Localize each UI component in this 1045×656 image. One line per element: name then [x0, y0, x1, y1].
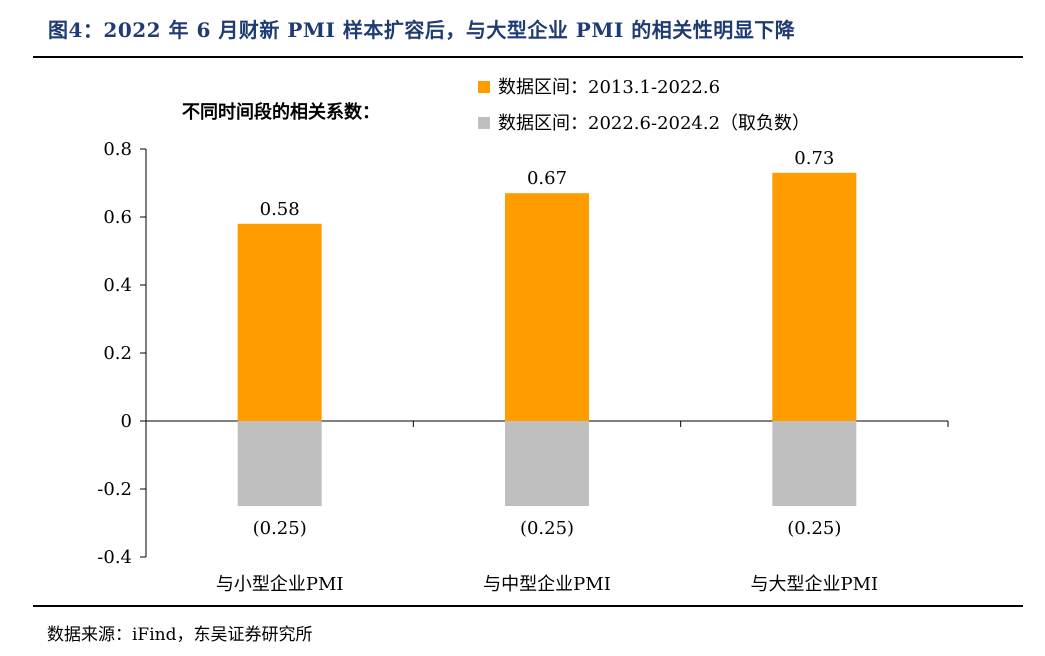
- y-tick-label: 0.8: [103, 139, 132, 160]
- legend-swatch: [478, 117, 490, 129]
- data-label: 0.58: [260, 199, 300, 220]
- y-tick-label: -0.4: [97, 547, 132, 568]
- y-tick-label: 0.2: [103, 343, 132, 364]
- data-label: 0.73: [794, 148, 834, 169]
- chart-legend: 数据区间：2013.1-2022.6 数据区间：2022.6-2024.2（取负数…: [478, 77, 810, 134]
- y-tick-label: 0.4: [103, 275, 132, 296]
- y-tick-label: 0: [121, 411, 132, 432]
- top-rule: [33, 56, 1023, 58]
- figure-title: 图4：2022 年 6 月财新 PMI 样本扩容后，与大型企业 PMI 的相关性…: [48, 18, 796, 42]
- y-tick-label: 0.6: [103, 207, 132, 228]
- bar: [505, 421, 589, 506]
- data-source-note: 数据来源：iFind，东吴证券研究所: [47, 625, 313, 645]
- legend-label: 数据区间：2013.1-2022.6: [498, 77, 720, 98]
- data-label: 0.67: [527, 168, 567, 189]
- data-label: (0.25): [253, 518, 307, 539]
- x-tick-label: 与中型企业PMI: [483, 574, 611, 595]
- legend-swatch: [478, 81, 490, 93]
- bar: [237, 223, 322, 421]
- bar: [772, 172, 857, 421]
- bar: [505, 193, 589, 421]
- bottom-rule: [33, 605, 1023, 607]
- legend-label: 数据区间：2022.6-2024.2（取负数）: [498, 113, 810, 134]
- x-tick-label: 与小型企业PMI: [216, 574, 344, 595]
- data-label: (0.25): [787, 518, 841, 539]
- x-tick-label: 与大型企业PMI: [751, 574, 879, 595]
- bar: [237, 421, 322, 506]
- bar-chart: 0.8 0.6 0.4 0.2 0 -0.2 -0.4 0.58 (0.25) 与小型企业PMI…: [97, 77, 949, 595]
- data-label: (0.25): [520, 518, 574, 539]
- chart-labels: 0.58 (0.25) 与小型企业PMI 0.67 (0.25) 与中型企业PMI 0.73…: [216, 148, 878, 595]
- y-tick-label: -0.2: [97, 479, 132, 500]
- bar: [772, 421, 857, 506]
- chart-title: 不同时间段的相关系数：: [182, 101, 380, 123]
- chart-bars: [237, 172, 857, 506]
